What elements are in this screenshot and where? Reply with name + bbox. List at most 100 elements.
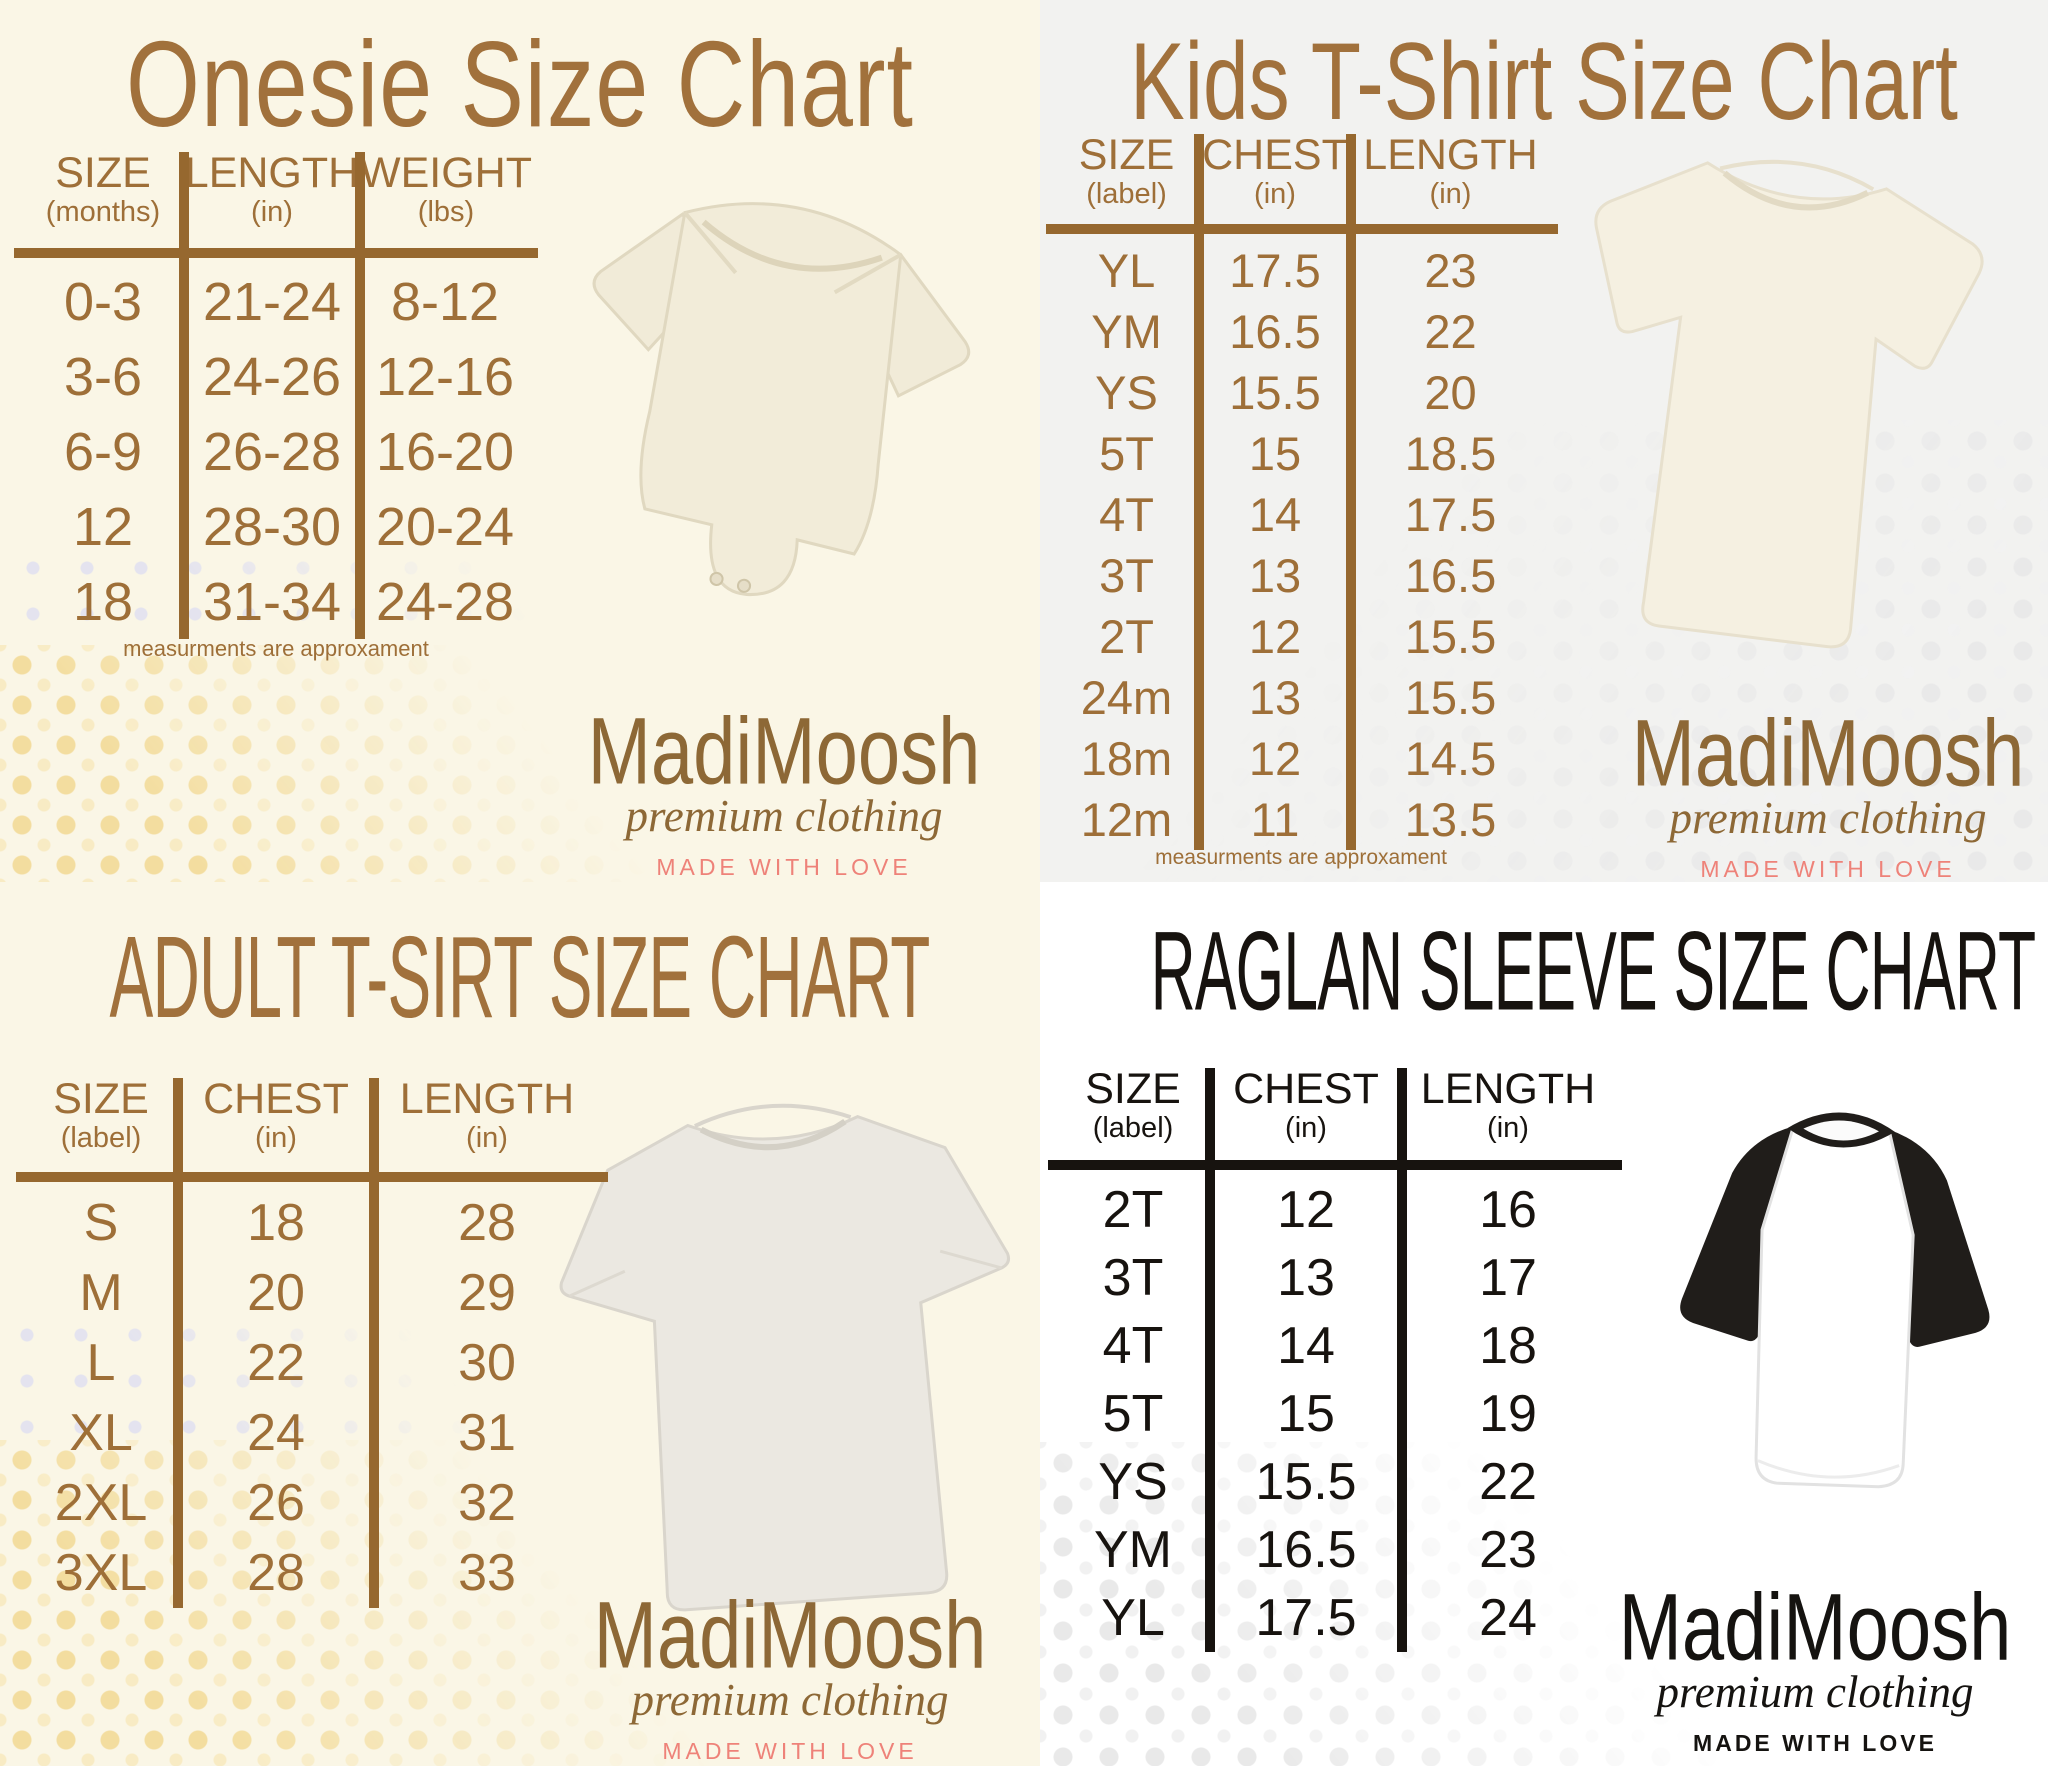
column-header-label: SIZE bbox=[53, 1075, 149, 1123]
brand-logo: MadiMoosh premium clothing MADE WITH LOV… bbox=[1592, 1574, 2038, 1757]
brand-motto: MADE WITH LOVE bbox=[662, 1738, 918, 1764]
brand-logo: MadiMoosh premium clothing MADE WITH LOV… bbox=[1618, 700, 2038, 882]
column-header-unit: (label) bbox=[1086, 178, 1167, 210]
size-cell: 3-6 bbox=[63, 346, 143, 407]
chest-cell: 17.5 bbox=[1255, 1589, 1357, 1647]
size-cell: YS bbox=[1095, 366, 1158, 419]
page-title: ADULT T-SIRT SIZE CHART bbox=[0, 912, 1040, 1042]
table-column-divider bbox=[1194, 134, 1204, 850]
table-row: YL 17.5 24 bbox=[1056, 1584, 1614, 1652]
table-row: 0-3 21-24 8-12 bbox=[22, 264, 530, 339]
adult-tshirt-product-photo bbox=[559, 1103, 1011, 1612]
column-header: SIZE (label) bbox=[24, 1078, 178, 1168]
length-cell: 22 bbox=[1479, 1453, 1537, 1511]
adult-tshirt-chart-panel: ADULT T-SIRT SIZE CHART SIZE (label) CHE… bbox=[0, 882, 1040, 1766]
chest-cell: 12 bbox=[1248, 732, 1302, 785]
size-cell: 6-9 bbox=[63, 421, 143, 482]
kids-size-table: SIZE (label) CHEST (in) LENGTH (in) bbox=[1046, 134, 1558, 850]
measurement-note: measurments are approxament bbox=[123, 636, 429, 661]
brand-logo: MadiMoosh premium clothing MADE WITH LOV… bbox=[545, 698, 1023, 881]
page-title: Kids T-Shirt Size Chart bbox=[1040, 20, 2048, 143]
brand-name: MadiMoosh bbox=[545, 698, 1023, 804]
table-row: 5T 15 18.5 bbox=[1054, 423, 1550, 484]
column-header-unit: (in) bbox=[1429, 178, 1472, 210]
size-cell: 3T bbox=[1099, 549, 1154, 602]
table-row: 18m 12 14.5 bbox=[1054, 728, 1550, 789]
length-cell: 31 bbox=[458, 1404, 516, 1462]
length-cell: 33 bbox=[458, 1544, 516, 1602]
table-row: YS 15.5 22 bbox=[1056, 1448, 1614, 1516]
chest-cell: 16.5 bbox=[1229, 305, 1321, 358]
table-row: M 20 29 bbox=[24, 1258, 600, 1328]
chest-cell: 16.5 bbox=[1255, 1521, 1357, 1579]
brand-logo: MadiMoosh premium clothing MADE WITH LOV… bbox=[550, 1582, 1030, 1765]
length-cell: 28-30 bbox=[202, 496, 342, 557]
table-body: 2T 12 16 3T 13 17 4T 14 18 bbox=[1056, 1176, 1614, 1652]
length-cell: 16.5 bbox=[1404, 549, 1497, 602]
table-column-divider bbox=[1205, 1068, 1215, 1652]
size-cell: XL bbox=[69, 1404, 133, 1462]
size-cell: M bbox=[79, 1264, 123, 1322]
chest-cell: 11 bbox=[1250, 793, 1300, 846]
chest-cell: 14 bbox=[1277, 1317, 1335, 1375]
measurement-note: measurments are approxament bbox=[1155, 846, 1447, 869]
chest-cell: 15.5 bbox=[1229, 366, 1321, 419]
column-header: SIZE (label) bbox=[1056, 1068, 1210, 1156]
kids-tshirt-chart-panel: Kids T-Shirt Size Chart SIZE (label) CHE… bbox=[1040, 0, 2048, 882]
page-title-text: ADULT T-SIRT SIZE CHART bbox=[109, 913, 931, 1043]
weight-cell: 8-12 bbox=[390, 271, 500, 332]
table-header-divider bbox=[1048, 1160, 1622, 1170]
size-cell: 3XL bbox=[54, 1544, 148, 1602]
length-cell: 13.5 bbox=[1404, 793, 1497, 846]
column-header-unit: (months) bbox=[45, 196, 161, 228]
table-body: YL 17.5 23 YM 16.5 22 YS 15.5 20 bbox=[1054, 240, 1550, 850]
length-cell: 17.5 bbox=[1404, 488, 1497, 541]
length-cell: 15.5 bbox=[1404, 671, 1497, 724]
column-header: CHEST (in) bbox=[1210, 1068, 1402, 1156]
brand-motto: MADE WITH LOVE bbox=[656, 854, 912, 880]
chest-cell: 26 bbox=[247, 1474, 305, 1532]
table-header-row: SIZE (label) CHEST (in) LENGTH (in) bbox=[24, 1078, 600, 1168]
page-title: RAGLAN SLEEVE SIZE CHART bbox=[1040, 906, 2048, 1034]
length-cell: 32 bbox=[458, 1474, 516, 1532]
onesie-product-photo bbox=[592, 202, 971, 596]
size-cell: YS bbox=[1098, 1453, 1168, 1511]
brand-name-text: MadiMoosh bbox=[1618, 1575, 2012, 1681]
page-title-text: RAGLAN SLEEVE SIZE CHART bbox=[1150, 907, 2037, 1035]
weight-cell: 24-28 bbox=[375, 571, 515, 632]
chest-cell: 15.5 bbox=[1255, 1453, 1357, 1511]
column-header-unit: (in) bbox=[1487, 1112, 1529, 1144]
length-cell: 16 bbox=[1479, 1181, 1537, 1239]
brand-name-text: MadiMoosh bbox=[593, 1583, 987, 1689]
table-row: 6-9 26-28 16-20 bbox=[22, 414, 530, 489]
size-cell: YL bbox=[1101, 1589, 1165, 1647]
column-header-label: SIZE bbox=[1085, 1065, 1181, 1113]
length-cell: 28 bbox=[458, 1194, 516, 1252]
chest-cell: 24 bbox=[247, 1404, 305, 1462]
length-cell: 24-26 bbox=[202, 346, 342, 407]
length-cell: 20 bbox=[1424, 366, 1477, 419]
chest-cell: 15 bbox=[1248, 427, 1302, 480]
column-header: CHEST (in) bbox=[1199, 134, 1351, 220]
chest-cell: 13 bbox=[1248, 549, 1302, 602]
length-cell: 17 bbox=[1479, 1249, 1537, 1307]
table-row: 4T 14 18 bbox=[1056, 1312, 1614, 1380]
column-header: LENGTH (in) bbox=[1351, 134, 1550, 220]
length-cell: 29 bbox=[458, 1264, 516, 1322]
length-cell: 26-28 bbox=[202, 421, 342, 482]
chest-cell: 18 bbox=[247, 1194, 305, 1252]
raglan-size-table: SIZE (label) CHEST (in) LENGTH (in) bbox=[1048, 1068, 1622, 1652]
adult-size-table: SIZE (label) CHEST (in) LENGTH (in) bbox=[16, 1078, 608, 1608]
table-header-row: SIZE (label) CHEST (in) LENGTH (in) bbox=[1056, 1068, 1614, 1156]
length-cell: 23 bbox=[1424, 244, 1477, 297]
table-row: 2T 12 16 bbox=[1056, 1176, 1614, 1244]
size-cell: 4T bbox=[1099, 488, 1154, 541]
column-header: SIZE (label) bbox=[1054, 134, 1199, 220]
brand-tagline: premium clothing bbox=[631, 1675, 949, 1725]
onesie-chart-panel: Onesie Size Chart SIZE (months) LENGTH (… bbox=[0, 0, 1040, 882]
size-cell: 24m bbox=[1080, 671, 1173, 724]
column-header: LENGTH (in) bbox=[374, 1078, 600, 1168]
weight-cell: 12-16 bbox=[375, 346, 515, 407]
table-row: S 18 28 bbox=[24, 1188, 600, 1258]
length-cell: 30 bbox=[458, 1334, 516, 1392]
